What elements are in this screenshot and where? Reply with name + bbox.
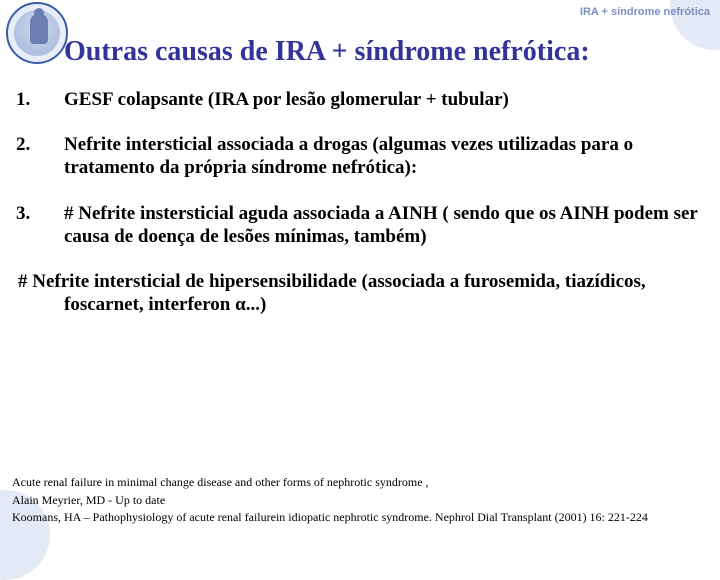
item-text: GESF colapsante (IRA por lesão glomerula…	[64, 89, 509, 110]
slide-title: Outras causas de IRA + síndrome nefrótic…	[64, 36, 702, 68]
item-number: 3.	[40, 202, 64, 225]
list-item: 3.# Nefrite instersticial aguda associad…	[18, 202, 702, 248]
item-number: 1.	[40, 88, 64, 111]
item-number: 2.	[40, 133, 64, 156]
item-text: # Nefrite instersticial aguda associada …	[64, 203, 698, 247]
list-item: 1.GESF colapsante (IRA por lesão glomeru…	[18, 88, 702, 111]
reference-line: Koomans, HA – Pathophysiology of acute r…	[12, 509, 708, 525]
hash-item: # Nefrite intersticial de hipersensibili…	[18, 270, 702, 316]
header-label: IRA + síndrome nefrótica	[580, 6, 710, 18]
reference-line: Acute renal failure in minimal change di…	[12, 474, 708, 490]
logo-figure-body	[30, 14, 48, 44]
list-item: 2.Nefrite intersticial associada a droga…	[18, 133, 702, 179]
slide: IRA + síndrome nefrótica Outras causas d…	[0, 0, 720, 540]
causes-list: 1.GESF colapsante (IRA por lesão glomeru…	[18, 88, 702, 248]
references-block: Acute renal failure in minimal change di…	[12, 474, 708, 526]
logo-outer-ring	[6, 2, 68, 64]
logo-seal	[6, 2, 68, 64]
reference-line: Alain Meyrier, MD - Up to date	[12, 492, 708, 508]
item-text: Nefrite intersticial associada a drogas …	[64, 134, 633, 178]
